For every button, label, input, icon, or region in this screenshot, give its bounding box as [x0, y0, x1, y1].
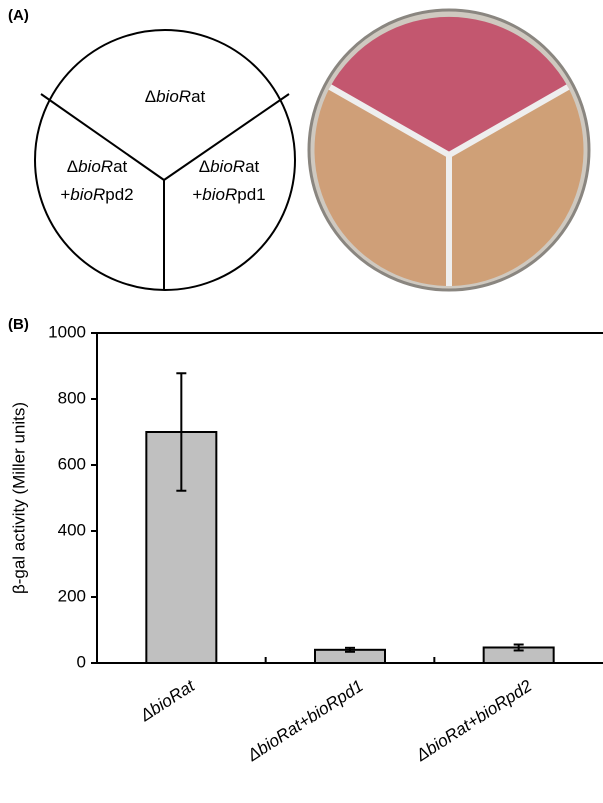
- sector-label: ΔbioRat: [145, 87, 206, 106]
- label-part: bioR: [202, 185, 237, 204]
- y-tick-label: 1000: [48, 322, 86, 341]
- x-tick-label: ΔbioRat+bioRpd2: [412, 676, 536, 766]
- label-part: Δ: [145, 87, 156, 106]
- x-tick-label: ΔbioRat: [136, 675, 199, 725]
- error-bar: [513, 643, 524, 652]
- label-part: Δ: [67, 157, 78, 176]
- label-part: bioR: [210, 157, 245, 176]
- panel-label: (A): [8, 7, 29, 24]
- error-bar: [176, 372, 187, 492]
- label-part: at: [245, 157, 259, 176]
- label-part: bioR: [70, 185, 105, 204]
- sector-label: ΔbioRat: [67, 157, 128, 176]
- label-part: +: [192, 185, 202, 204]
- y-tick-label: 800: [58, 388, 86, 407]
- sector-label: +bioRpd1: [192, 185, 265, 204]
- sector-label: ΔbioRat: [199, 157, 260, 176]
- y-tick-label: 0: [77, 652, 86, 671]
- plate-photo: [307, 8, 591, 292]
- divider: [163, 93, 290, 181]
- label-part: bioR: [156, 87, 191, 106]
- y-tick-label: 200: [58, 586, 86, 605]
- label-part: pd1: [237, 185, 265, 204]
- error-bar: [345, 646, 355, 653]
- label-part: bioR: [78, 157, 113, 176]
- plate-diagram: [34, 29, 296, 291]
- sector-label: +bioRpd2: [60, 185, 133, 204]
- y-tick-label: 600: [58, 454, 86, 473]
- label-part: at: [113, 157, 127, 176]
- x-tick-label: ΔbioRat+bioRpd1: [243, 676, 366, 765]
- panel-label: (B): [8, 316, 29, 333]
- label-part: at: [191, 87, 205, 106]
- label-part: Δ: [199, 157, 210, 176]
- photo-divider: [328, 84, 570, 286]
- y-axis-title: β-gal activity (Miller units): [9, 402, 28, 594]
- label-part: pd2: [105, 185, 133, 204]
- divider: [40, 93, 165, 181]
- y-tick-label: 400: [58, 520, 86, 539]
- label-part: +: [60, 185, 70, 204]
